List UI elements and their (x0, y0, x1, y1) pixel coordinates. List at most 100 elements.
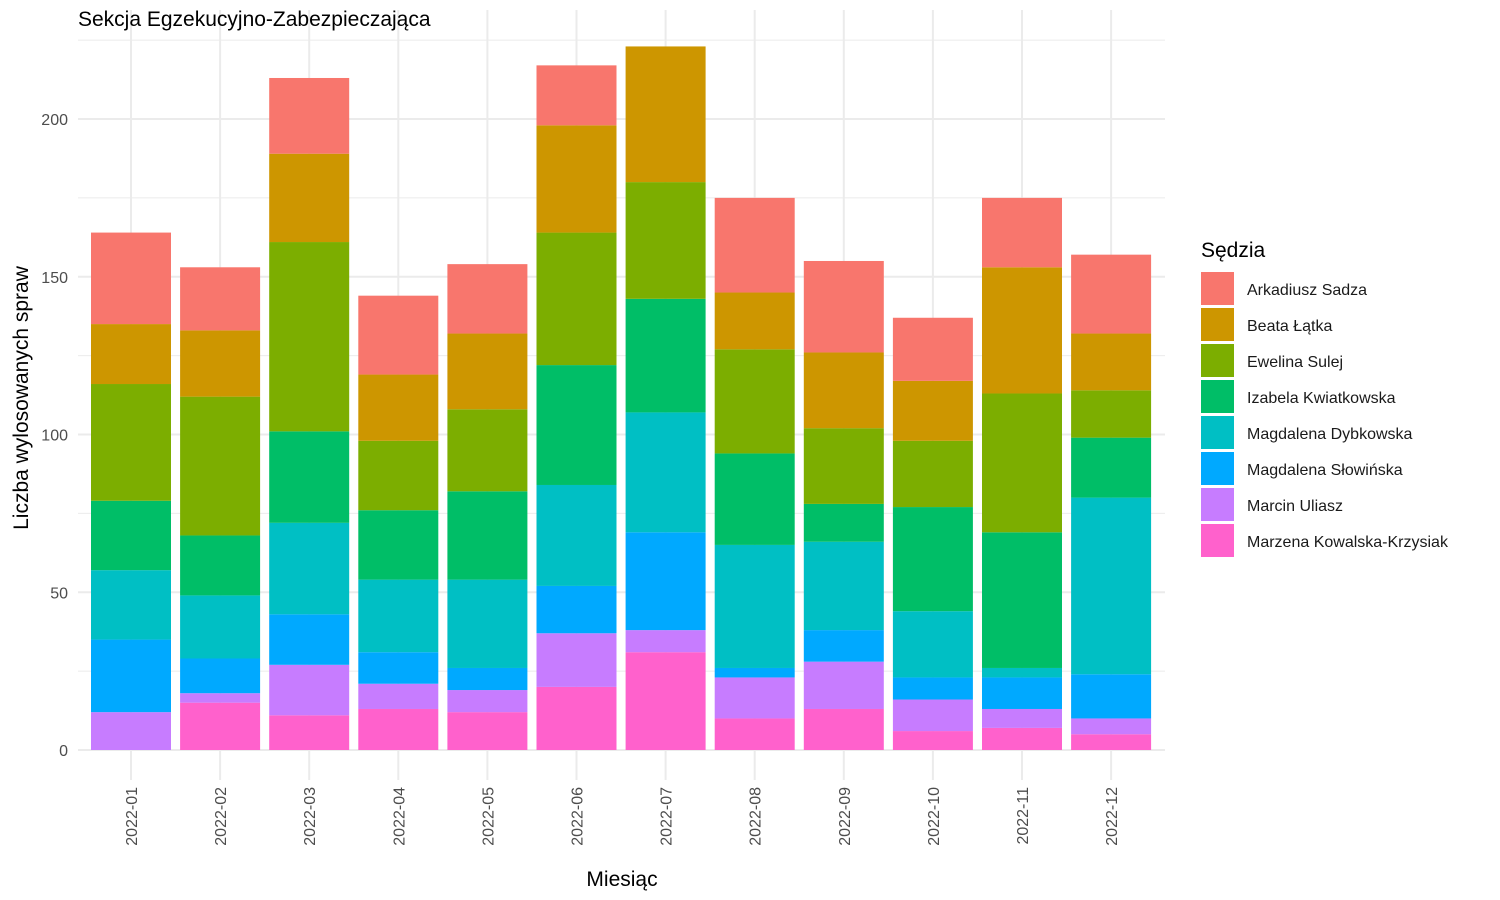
x-tick-label: 2022-08 (748, 787, 765, 846)
bar-segment (714, 667, 795, 678)
bar-segment (358, 440, 439, 511)
bar-segment (447, 712, 528, 750)
bar-segment (1071, 497, 1152, 675)
bar-segment (358, 579, 439, 653)
bar-segment (180, 330, 261, 397)
bar-segment (803, 428, 884, 504)
bar-segment (180, 658, 261, 694)
legend-key (1201, 272, 1234, 305)
bar-segment (91, 232, 171, 325)
bar-segment (625, 532, 706, 631)
x-tick-label: 2022-04 (391, 787, 408, 846)
bar-segment (1071, 718, 1152, 735)
bar-segment (982, 393, 1062, 533)
y-tick-label: 0 (59, 743, 68, 760)
y-axis-title: Liczba wylosowanych spraw (10, 265, 33, 530)
legend-label: Magdalena Słowińska (1247, 462, 1403, 479)
bar-segment (91, 324, 171, 385)
bar-segment (180, 396, 261, 536)
bar-segment (358, 510, 439, 580)
bar-segment (982, 667, 1062, 678)
y-tick-label: 150 (41, 270, 68, 287)
bar-segment (447, 690, 528, 713)
bar-segment (447, 667, 528, 691)
bar-segment (892, 440, 973, 508)
bar-segment (803, 352, 884, 429)
bar-segment (536, 365, 617, 485)
bar-segment (803, 260, 884, 353)
bar-segment (982, 708, 1062, 728)
bar-segment (180, 693, 261, 703)
x-tick-label: 2022-06 (570, 787, 587, 846)
bar-segment (1071, 674, 1152, 719)
bar-segment (269, 522, 350, 615)
bar-segment (982, 727, 1062, 750)
bar-segment (269, 664, 350, 716)
bar-segment (1071, 734, 1152, 750)
y-tick-label: 100 (41, 428, 68, 445)
bar-segment (1071, 333, 1152, 391)
bar-segment (714, 292, 795, 350)
bar-segment (447, 491, 528, 580)
bar-segment (447, 409, 528, 492)
bar-segment (358, 295, 439, 375)
bar-segment (536, 585, 617, 634)
bar-segment (625, 298, 706, 413)
chart-title: Sekcja Egzekucyjno-Zabezpieczająca (78, 8, 431, 31)
legend-key (1201, 380, 1234, 413)
x-tick-label: 2022-07 (659, 787, 676, 846)
legend-label: Magdalena Dybkowska (1247, 426, 1413, 443)
bar-segment (91, 570, 171, 640)
legend-label: Marzena Kowalska-Krzysiak (1247, 534, 1449, 551)
bar-segment (358, 683, 439, 709)
bar-segment (358, 708, 439, 750)
bar-segment (1071, 437, 1152, 498)
bar-segment (91, 712, 171, 750)
legend: Sędzia Arkadiusz Sadza Beata Łątka Ewelina… (1201, 239, 1449, 557)
y-axis-ticks: 0 50 100 150 200 (41, 112, 68, 760)
legend-key (1201, 452, 1234, 485)
bar-segment (269, 715, 350, 750)
bar-segment (1071, 390, 1152, 438)
bar-segment (803, 630, 884, 662)
bar-segment (982, 532, 1062, 668)
bar-segment (803, 541, 884, 631)
bar-segment (536, 65, 617, 126)
x-axis-title: Miesiąc (586, 868, 657, 891)
x-axis-ticks: 2022-01 2022-02 2022-03 2022-04 2022-05 2022-… (124, 787, 1121, 846)
legend-label: Izabela Kwiatkowska (1247, 390, 1396, 407)
bar-segment (892, 380, 973, 441)
bar-segment (625, 652, 706, 750)
bar-segment (892, 699, 973, 732)
bar-segment (180, 702, 261, 750)
bar-segment (982, 197, 1062, 268)
bar-segment (269, 614, 350, 665)
bar-segment (536, 232, 617, 366)
bar-segment (892, 677, 973, 700)
bar-segment (714, 544, 795, 668)
bar-segment (625, 630, 706, 653)
bar-segment (536, 125, 617, 233)
x-tick-label: 2022-09 (837, 787, 854, 846)
bar-segment (803, 708, 884, 750)
x-tick-label: 2022-05 (480, 787, 497, 846)
legend-label: Marcin Uliasz (1247, 498, 1343, 515)
y-tick-label: 200 (41, 112, 68, 129)
bar-segment (1071, 254, 1152, 334)
bar-segment (892, 611, 973, 678)
legend-label: Arkadiusz Sadza (1247, 282, 1367, 299)
bar-segment (625, 182, 706, 299)
bar-segment (714, 197, 795, 293)
bar-segment (803, 503, 884, 542)
legend-key (1201, 308, 1234, 341)
bar-segment (536, 686, 617, 750)
bar-segment (803, 661, 884, 709)
bar-segment (447, 333, 528, 410)
bar-segment (892, 317, 973, 381)
bars (91, 46, 1152, 750)
bar-segment (269, 77, 350, 154)
bar-segment (447, 579, 528, 668)
bar-segment (982, 677, 1062, 709)
x-tick-label: 2022-10 (926, 787, 943, 846)
bar-segment (269, 153, 350, 243)
